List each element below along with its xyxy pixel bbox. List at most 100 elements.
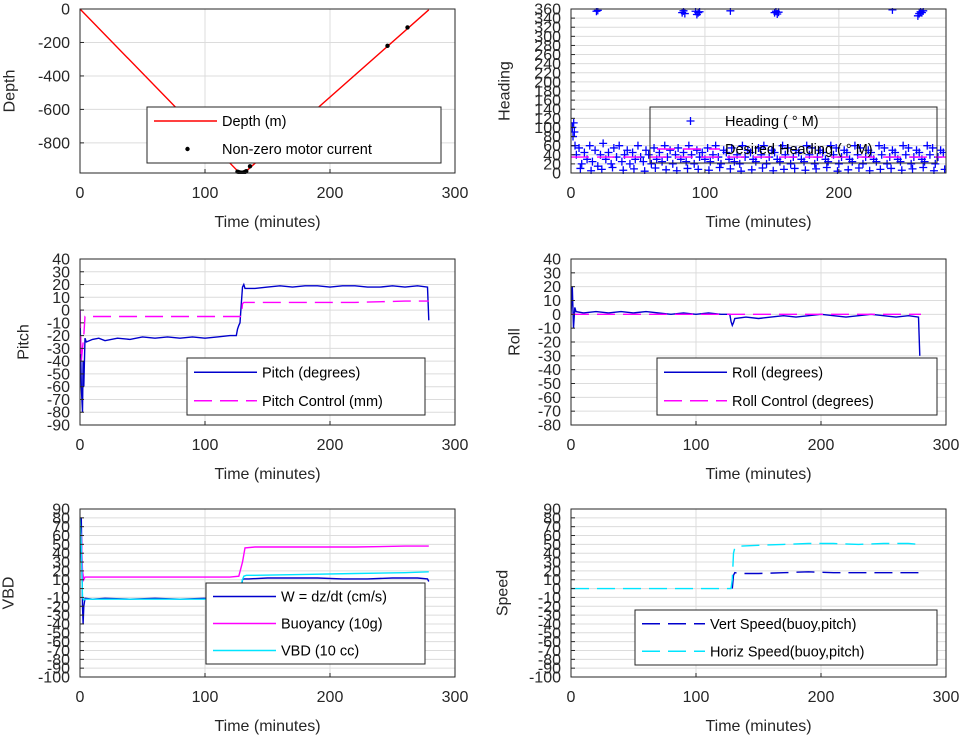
data-point xyxy=(703,143,712,152)
plot-marks xyxy=(571,8,946,174)
y-tick-label: 20 xyxy=(543,156,561,173)
y-tick-label: 10 xyxy=(543,572,561,589)
data-point xyxy=(856,143,865,152)
y-tick-label: -100 xyxy=(529,670,561,687)
y-tick-label: 100 xyxy=(534,120,561,137)
y-tick-label: 20 xyxy=(543,279,561,296)
y-tick-label: -90 xyxy=(47,418,70,435)
data-point xyxy=(694,8,703,17)
y-tick-label: 220 xyxy=(534,65,561,82)
series-2 xyxy=(80,300,429,362)
data-point xyxy=(848,157,857,166)
data-point xyxy=(907,159,916,168)
y-tick-label: -40 xyxy=(538,362,561,379)
plot-marks xyxy=(571,542,919,590)
data-point xyxy=(642,146,650,155)
data-point xyxy=(674,143,683,152)
y-tick-label: -200 xyxy=(38,35,70,52)
y-tick-label: -40 xyxy=(538,616,561,633)
data-point xyxy=(779,165,788,174)
series-line xyxy=(80,526,429,583)
legend: Roll (degrees) Roll Control (degrees) xyxy=(656,357,938,416)
data-point xyxy=(844,165,853,174)
x-axis-title: Time (minutes) xyxy=(705,214,811,231)
data-point xyxy=(899,141,908,150)
data-point xyxy=(802,141,811,150)
y-tick-label: 50 xyxy=(543,537,561,554)
legend-swatch xyxy=(185,146,190,152)
y-tick-label: 200 xyxy=(534,74,561,91)
y-tick-label: 0 xyxy=(61,581,70,598)
data-point xyxy=(599,139,608,148)
y-tick-label: 40 xyxy=(543,546,561,563)
series-2 xyxy=(571,542,919,590)
legend-label: Roll Control (degrees) xyxy=(732,394,874,410)
data-point xyxy=(774,8,783,17)
y-tick-label: -60 xyxy=(538,634,561,651)
data-point xyxy=(783,143,792,152)
x-tick-label: 200 xyxy=(808,689,835,706)
legend-swatch xyxy=(686,117,695,125)
ticks: 0204060801001201401601802002202402602803… xyxy=(534,2,852,203)
data-point xyxy=(872,157,881,166)
y-tick-label: 0 xyxy=(552,166,561,183)
y-tick-label: 260 xyxy=(534,47,561,64)
y-tick-label: 60 xyxy=(543,528,561,545)
data-point xyxy=(593,162,602,171)
y-tick-label: 40 xyxy=(543,147,561,164)
data-point xyxy=(658,157,667,166)
data-point xyxy=(726,164,735,173)
legend-label: VBD (10 cc) xyxy=(281,644,359,660)
data-point xyxy=(888,8,897,14)
data-point xyxy=(919,163,928,172)
y-tick-label: 10 xyxy=(52,290,70,307)
legend-label: Pitch Control (mm) xyxy=(262,394,383,410)
y-tick-label: 340 xyxy=(534,11,561,28)
plot-marks xyxy=(80,282,430,413)
data-point xyxy=(832,143,841,152)
data-point xyxy=(662,165,671,174)
y-tick-label: -70 xyxy=(47,643,70,660)
y-axis-title: VBD xyxy=(1,577,18,610)
data-point xyxy=(883,159,892,168)
data-point xyxy=(917,8,926,17)
x-tick-label: 200 xyxy=(317,689,344,706)
data-point xyxy=(822,163,831,172)
legend-label: Desired Heading ( ° M) xyxy=(725,142,873,158)
data-point xyxy=(896,157,905,166)
y-axis-title: Speed xyxy=(495,570,512,616)
data-point xyxy=(717,159,725,168)
y-tick-label: -10 xyxy=(538,590,561,607)
data-point xyxy=(747,165,756,174)
plot-marks xyxy=(571,286,921,356)
data-point xyxy=(615,141,624,150)
y-tick-label: 280 xyxy=(534,38,561,55)
data-point xyxy=(808,143,817,152)
data-point xyxy=(593,8,602,15)
series-line xyxy=(731,571,919,589)
y-tick-label: -50 xyxy=(47,366,70,383)
y-tick-label: 90 xyxy=(543,502,561,519)
data-point xyxy=(628,148,637,157)
x-tick-label: 0 xyxy=(567,437,576,454)
data-point xyxy=(623,146,632,155)
series-line xyxy=(80,300,429,362)
data-point xyxy=(609,143,618,152)
data-point xyxy=(698,148,707,157)
y-tick-label: 80 xyxy=(52,510,70,527)
data-point xyxy=(577,159,586,168)
y-tick-label: 160 xyxy=(534,93,561,110)
data-point xyxy=(858,159,867,168)
legend-label: Vert Speed(buoy,pitch) xyxy=(710,617,856,633)
y-tick-label: -30 xyxy=(47,341,70,358)
y-tick-label: 0 xyxy=(552,581,561,598)
y-tick-label: 10 xyxy=(52,572,70,589)
legend-label: Heading ( ° M) xyxy=(725,114,819,130)
data-point xyxy=(385,43,390,49)
data-point xyxy=(770,148,779,157)
x-tick-label: 100 xyxy=(683,689,710,706)
data-point xyxy=(940,165,946,174)
y-tick-label: 300 xyxy=(534,29,561,46)
data-point xyxy=(812,164,821,173)
